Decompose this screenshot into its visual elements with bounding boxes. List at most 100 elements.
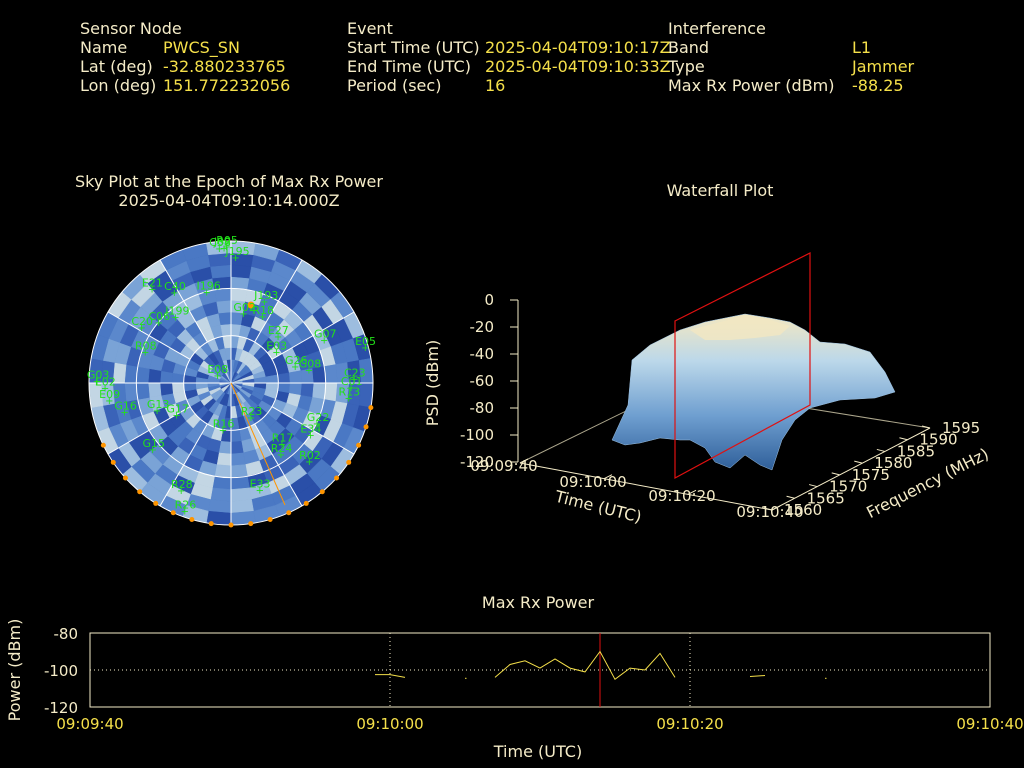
z-tick-label: -120: [460, 453, 494, 471]
interference-maxrx-value: -88.25: [852, 76, 904, 95]
time-tick: [687, 489, 697, 495]
satellite-marker: +: [101, 383, 109, 394]
sensor-lat-value: -32.880233765: [163, 57, 286, 76]
satellite-label: R28: [171, 478, 193, 491]
event-period-value: 16: [485, 76, 506, 95]
satellite-label: J195: [224, 245, 249, 258]
sky-azimuth-line: [107, 406, 191, 455]
waterfall-surface: [611, 313, 896, 471]
satellite-marker: +: [220, 243, 228, 254]
freq-tick: [899, 437, 908, 441]
satellite-label: R17: [272, 431, 294, 444]
satellite-marker: +: [305, 457, 313, 468]
satellite-marker: +: [291, 362, 299, 373]
skyplot-subtitle: 2025-04-04T09:10:14.000Z: [118, 191, 340, 210]
freq-tick: [786, 495, 795, 499]
z-tick-label: -40: [470, 345, 495, 363]
satellite-marker: +: [274, 332, 282, 343]
satellite-label: R16: [213, 418, 235, 431]
event-period-label: Period (sec): [347, 76, 442, 95]
jammer-marker: [319, 489, 325, 495]
sky-cell: [206, 241, 232, 256]
jammer-marker: [356, 442, 362, 448]
satellite-marker: +: [306, 431, 314, 442]
x-axis-label: Time (UTC): [493, 742, 582, 761]
satellite-label: R18: [252, 304, 274, 317]
satellite-marker: +: [258, 312, 266, 323]
jammer-marker: [247, 301, 255, 309]
jammer-marker: [189, 516, 195, 522]
satellite-label: E33: [250, 478, 271, 491]
satellite-marker: +: [219, 426, 227, 437]
z-axis-label: PSD (dBm): [423, 340, 442, 426]
sky-azimuth-line: [254, 423, 303, 507]
interference-heading: Interference: [668, 19, 766, 38]
satellite-label: R02: [299, 449, 321, 462]
satellite-label: I199: [165, 305, 189, 318]
x-tick-label: 09:10:20: [656, 715, 723, 733]
event-start-label: Start Time (UTC): [347, 38, 480, 57]
satellite-label: J02: [213, 235, 231, 248]
sky-cell: [358, 358, 373, 384]
satellite-marker: +: [277, 450, 285, 461]
satellite-marker: +: [137, 323, 145, 334]
z-tick-label: -80: [470, 399, 495, 417]
satellite-label: G15: [142, 437, 165, 450]
freq-tick: [876, 448, 885, 452]
jammer-marker: [248, 521, 254, 527]
x-tick-label: 09:10:00: [356, 715, 423, 733]
satellite-marker: +: [361, 343, 369, 354]
satellite-marker: +: [344, 393, 352, 404]
satellite-label: G03: [87, 369, 110, 382]
freq-tick-label: 1590: [919, 431, 957, 449]
freq-tick-label: 1570: [829, 478, 867, 496]
time-tick-label: 09:09:40: [470, 457, 537, 475]
satellite-label: E21: [142, 277, 163, 290]
jammer-marker: [303, 500, 309, 506]
jammer-marker: [286, 510, 292, 516]
jammer-marker: [208, 521, 214, 527]
satellite-label: C23: [344, 367, 366, 380]
time-tick-label: 09:10:00: [559, 473, 626, 491]
satellite-label: J193: [253, 289, 278, 302]
satellite-marker: +: [120, 408, 128, 419]
satellite-marker: +: [272, 347, 280, 358]
jammer-marker: [110, 459, 116, 465]
satellite-marker: +: [320, 336, 328, 347]
satellite-marker: +: [202, 288, 210, 299]
freq-tick-label: 1575: [852, 466, 890, 484]
event-end-value: 2025-04-04T09:10:33Z: [485, 57, 671, 76]
satellite-label: C38: [209, 236, 231, 249]
jammer-marker: [334, 475, 340, 481]
satellite-marker: +: [256, 486, 264, 497]
satellite-label: R23: [241, 405, 263, 418]
satellite-marker: +: [105, 396, 113, 407]
satellite-marker: +: [247, 413, 255, 424]
jammer-marker: [267, 516, 273, 522]
satellite-marker: +: [305, 365, 313, 376]
satellite-label: G13: [147, 398, 170, 411]
interference-type-value: Jammer: [852, 57, 915, 76]
satellite-marker: +: [170, 288, 178, 299]
sensor-lat-label: Lat (deg): [80, 57, 153, 76]
satellite-label: R08: [135, 340, 157, 353]
satellite-label: C20: [131, 315, 153, 328]
sky-azimuth-line: [159, 423, 208, 507]
satellite-label: G02: [233, 301, 256, 314]
jammer-marker: [170, 510, 176, 516]
z-tick-label: -100: [460, 426, 494, 444]
time-tick-label: 09:10:40: [736, 503, 803, 521]
jammer-marker: [228, 522, 234, 528]
z-tick-label: -60: [470, 372, 495, 390]
satellite-marker: +: [93, 377, 101, 388]
satellite-label: C40: [164, 280, 186, 293]
y-tick-label: -120: [44, 699, 78, 717]
freq-axis: [771, 427, 931, 511]
sensor-heading: Sensor Node: [80, 19, 182, 38]
satellite-marker: +: [148, 445, 156, 456]
event-heading: Event: [347, 19, 393, 38]
freq-tick-label: 1565: [807, 489, 845, 507]
freq-tick-label: 1585: [897, 442, 935, 460]
satellite-label: G07: [314, 328, 337, 341]
